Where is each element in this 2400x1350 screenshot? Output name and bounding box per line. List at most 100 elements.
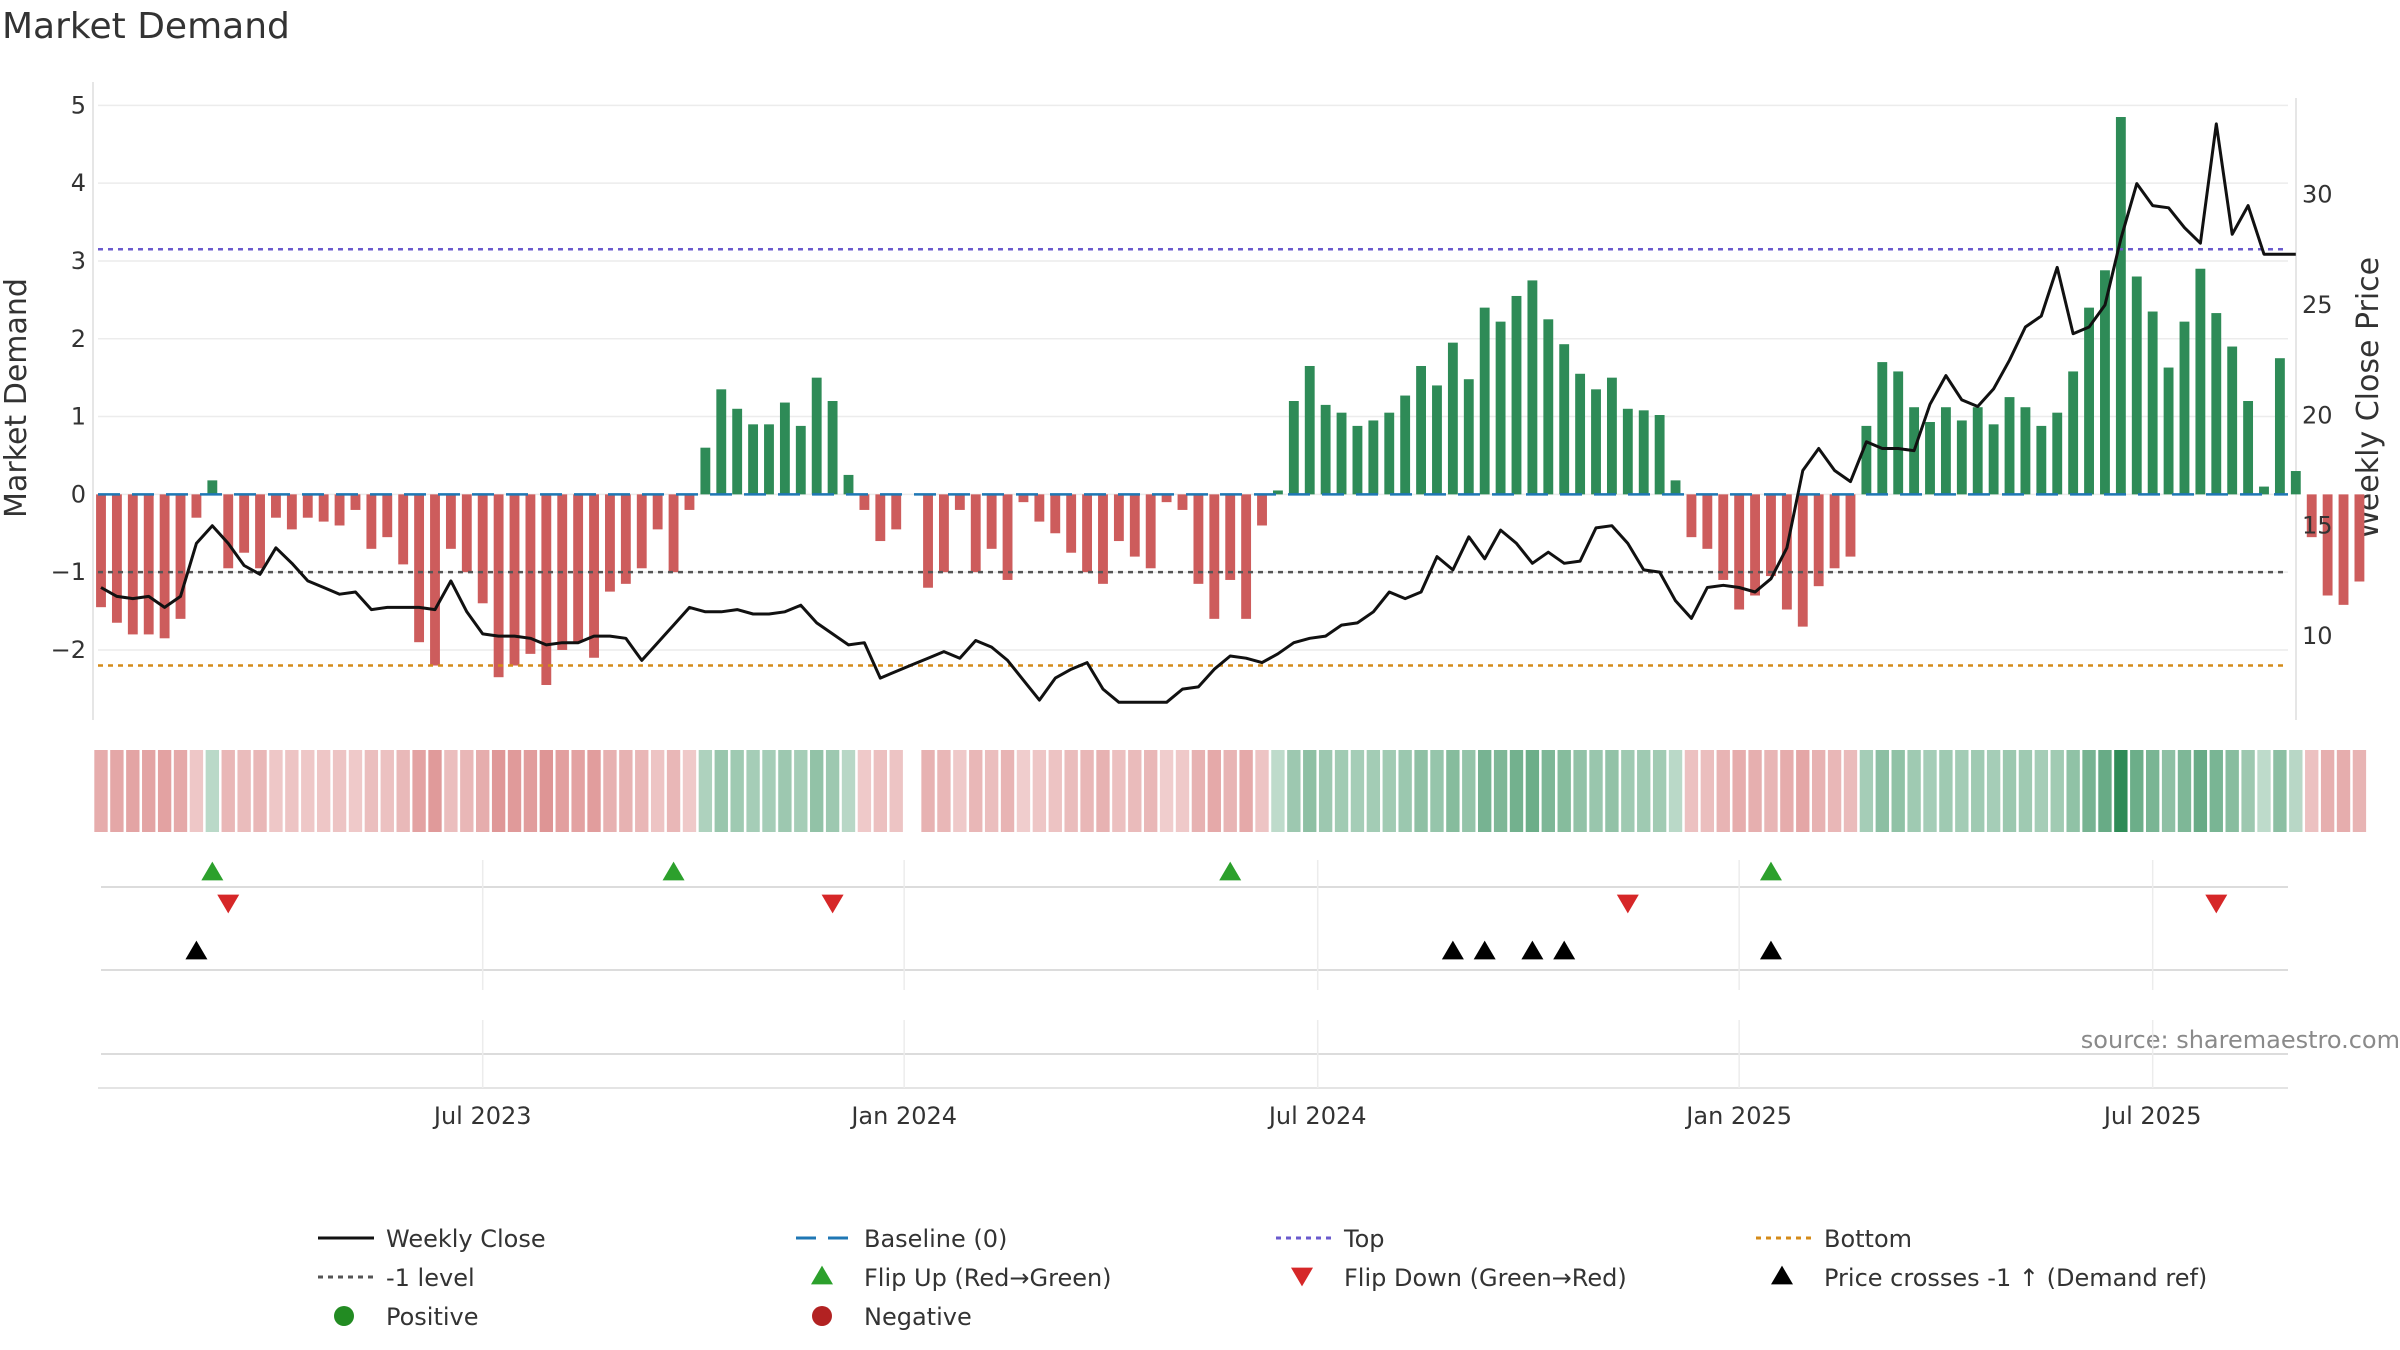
demand-bar [2338,494,2349,605]
heat-cell [1573,750,1587,832]
demand-bar [318,494,329,522]
demand-bar [620,494,631,584]
heat-cell [746,750,760,832]
heat-cell [635,750,649,832]
y-tick-label: 2 [71,325,86,353]
heat-cell [301,750,315,832]
legend-label: -1 level [386,1264,475,1292]
heat-cell [110,750,124,832]
price-cross-marker [1473,940,1496,960]
demand-bar [1845,494,1856,557]
demand-bar [2179,321,2190,495]
demand-bar [1654,415,1665,495]
heat-cell [953,750,967,832]
heat-cell [1303,750,1317,832]
price-cross-marker [1521,940,1544,960]
demand-bar [2243,401,2254,495]
price-cross-marker [1553,940,1576,960]
y2-tick-label: 25 [2302,291,2333,319]
demand-bar [2100,270,2110,495]
heat-cell [2257,750,2271,832]
demand-bar [891,494,902,530]
heat-cell [841,750,856,832]
demand-bar [1352,425,1363,495]
legend: Weekly Close Baseline (0) Top Bottom -1 leve… [318,1225,2207,1331]
x-tick-label: Jan 2024 [849,1102,957,1130]
legend-swatch-triangle-up [1771,1265,1793,1285]
demand-bar [175,494,186,619]
demand-bar [1893,371,1904,495]
demand-bar [716,389,727,495]
demand-bar [207,480,218,495]
y-tick-label: 0 [71,480,86,508]
heat-cell [1334,750,1349,832]
heat-cell [984,750,999,832]
heat-cell [1366,750,1381,832]
demand-bar [477,494,488,604]
heat-cell [1080,750,1094,832]
heat-cell [650,750,665,832]
demand-bar [1336,412,1347,495]
x-ticks: Jul 2023 Jan 2024 Jul 2024 Jan 2025 Jul 2025 [98,860,2288,1130]
demand-bar [334,494,345,526]
price-cross-marker [185,940,208,960]
demand-bar [366,494,377,549]
heat-cell [1700,750,1715,832]
heat-cell [1478,750,1492,832]
demand-bar [954,494,965,510]
demand-bar [96,494,106,608]
heat-cell [1732,750,1746,832]
demand-bar [143,494,154,635]
demand-bar [286,494,297,530]
demand-bar [1591,389,1601,495]
demand-bar [1543,319,1554,495]
heat-cell [1668,750,1683,832]
demand-bar [1066,494,1077,553]
heat-cell [1780,750,1794,832]
demand-bar [302,494,313,518]
heat-cell [2145,750,2160,832]
y-tick-label: −1 [51,558,86,586]
demand-bar [1813,494,1824,587]
heat-cell [857,750,872,832]
demand-bar [255,494,265,569]
source-credit: source: sharemaestro.com [2081,1026,2400,1054]
heat-cell [1382,750,1396,832]
heat-cell [2225,750,2239,832]
heat-cell [1843,750,1858,832]
legend-swatch-triangle-up [811,1265,833,1285]
price-line-layer [100,122,2296,704]
demand-bar [2274,358,2285,495]
heat-cell [1716,750,1730,832]
heat-cell [794,750,808,832]
heat-cell [444,750,458,832]
heat-cell [94,750,108,832]
demand-bar [1956,420,1967,495]
legend-label: Price crosses -1 ↑ (Demand ref) [1824,1264,2207,1292]
heat-cell [825,750,840,832]
heat-cell [762,750,776,832]
demand-bar [939,494,949,573]
demand-bar [1320,404,1331,495]
demand-bar [684,494,695,510]
heat-cell [1796,750,1810,832]
demand-heat-strip [94,750,2367,832]
heat-cell [1891,750,1905,832]
demand-bar [2354,494,2365,582]
heat-cell [2161,750,2176,832]
heat-cell [1159,750,1174,832]
demand-bar [986,494,997,549]
heat-cell [460,750,474,832]
heat-cell [1048,750,1062,832]
demand-bar [2036,425,2047,495]
demand-bar [525,494,536,654]
demand-bar [2115,117,2126,495]
demand-bar [127,494,138,635]
demand-bar [2290,471,2301,495]
heat-cell [412,750,426,832]
y2-tick-label: 10 [2302,622,2333,650]
demand-bar [668,494,679,573]
heat-cell [1462,750,1476,832]
